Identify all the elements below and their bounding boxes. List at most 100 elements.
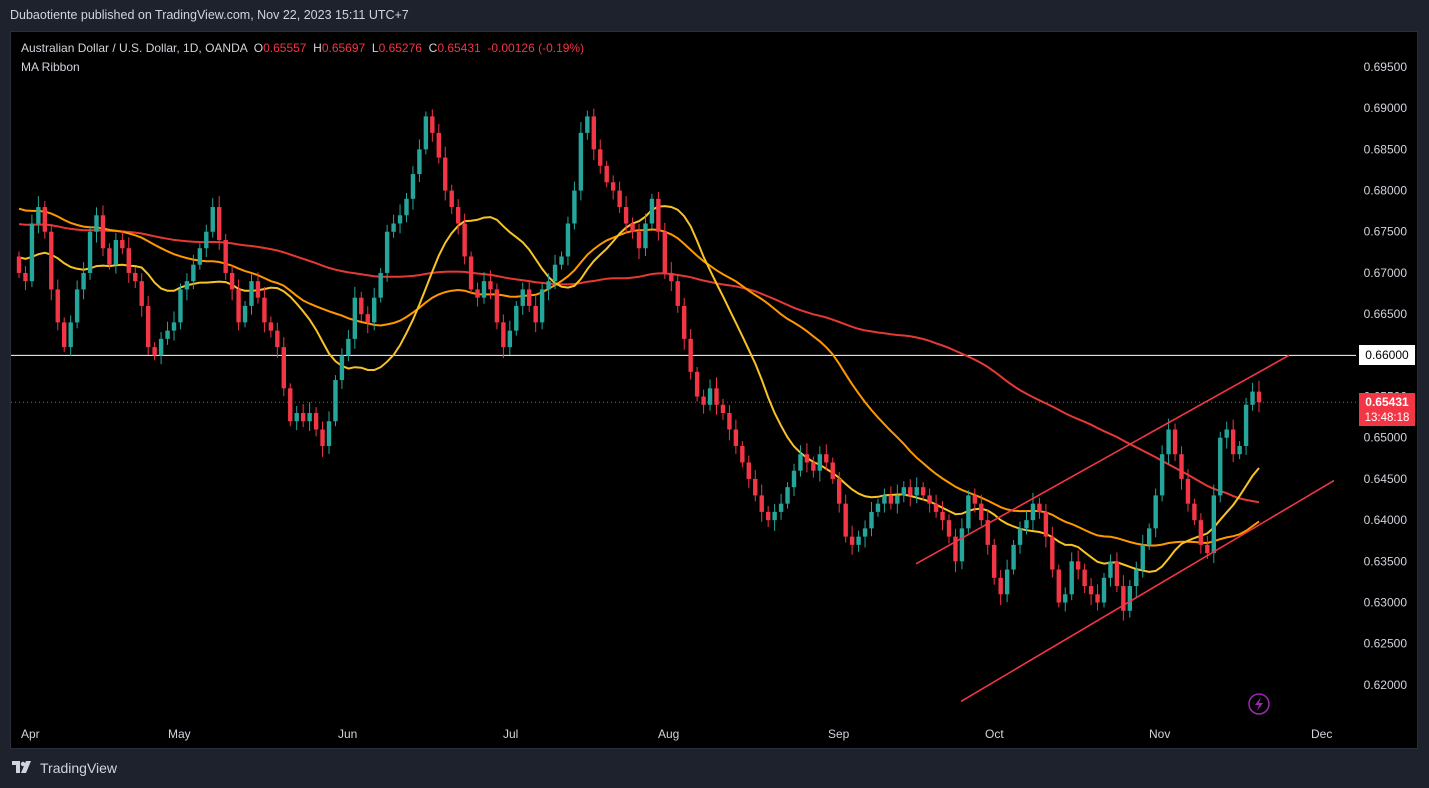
y-tick-label: 0.67500 [1364, 225, 1408, 239]
y-tick-label: 0.69500 [1364, 60, 1408, 74]
candle-body [623, 207, 629, 224]
candle-body [998, 577, 1003, 595]
candle-body [346, 338, 351, 356]
candle-body [462, 223, 467, 257]
price-chart[interactable]: 0.69500 0.69000 0.68500 0.68000 0.67500 0.670… [11, 32, 1418, 749]
candle-body [1114, 561, 1120, 587]
candle-body [649, 198, 655, 224]
candle-body [895, 495, 900, 504]
candle-body [707, 388, 713, 405]
candle-body [475, 289, 480, 298]
candle-body [811, 462, 816, 471]
chart-panel[interactable]: 0.69500 0.69000 0.68500 0.68000 0.67500 0.670… [10, 31, 1418, 749]
channel-lower-line[interactable] [960, 479, 1335, 703]
candle-body [1134, 569, 1139, 587]
candle-body [281, 347, 286, 389]
candle-body [946, 520, 952, 537]
candle-body [384, 231, 390, 273]
candle-body [972, 495, 978, 504]
candle-body [23, 272, 28, 282]
last-price-label: 0.65431 [1359, 393, 1415, 411]
candle-body [326, 421, 332, 446]
candle-body [178, 289, 183, 323]
brand-name: TradingView [40, 760, 118, 776]
candle-body [1004, 569, 1010, 595]
candle-body [1147, 528, 1152, 545]
candle-body [1140, 544, 1145, 570]
candle-body [94, 215, 99, 232]
x-tick-label: Sep [828, 727, 850, 741]
candle-body [966, 495, 971, 529]
candle-body [1063, 594, 1068, 603]
candle-body [339, 355, 345, 381]
lightning-icon[interactable] [1248, 693, 1270, 715]
candle-body [830, 462, 835, 479]
indicator-legend[interactable]: MA Ribbon [21, 60, 80, 74]
channel-upper-line[interactable] [915, 354, 1290, 565]
candle-body [578, 132, 584, 191]
candle-body [1243, 404, 1249, 446]
x-tick-label: May [168, 727, 191, 741]
candle-body [1108, 561, 1113, 578]
candle-body [656, 198, 661, 232]
candle-body [165, 330, 170, 339]
ma-slow-path [18, 223, 1260, 504]
candle-body [145, 305, 151, 348]
candle-body [29, 223, 35, 282]
y-axis: 0.69500 0.69000 0.68500 0.68000 0.67500 0.670… [1364, 60, 1408, 692]
trend-channel[interactable] [915, 354, 1335, 703]
candle-body [42, 207, 48, 232]
candle-body [1179, 454, 1184, 479]
candle-body [359, 297, 364, 315]
candle-body [307, 413, 312, 422]
candle-body [1237, 445, 1242, 455]
candle-body [1030, 503, 1036, 521]
candle-body [184, 281, 190, 290]
candle-body [572, 190, 577, 224]
candle-body [940, 511, 945, 521]
change-value: -0.00126 (-0.19%) [487, 41, 585, 55]
candle-body [1224, 429, 1229, 438]
candle-body [501, 322, 506, 348]
y-tick-label: 0.65000 [1364, 431, 1408, 445]
candle-body [217, 207, 222, 240]
candle-body [210, 207, 215, 232]
candle-body [837, 478, 842, 504]
candle-body [1101, 577, 1107, 603]
candle-body [488, 281, 493, 290]
candle-body [62, 322, 67, 348]
candle-body [849, 536, 855, 545]
y-tick-label: 0.62000 [1364, 678, 1408, 692]
close-label: C [428, 41, 438, 55]
x-tick-label: Aug [658, 727, 679, 741]
candle-body [249, 281, 254, 306]
candle-body [798, 454, 803, 471]
candle-body [791, 470, 797, 488]
candle-body [333, 380, 338, 422]
candle-body [759, 495, 764, 512]
open-value: 0.65557 [263, 41, 307, 55]
x-tick-label: Jul [503, 727, 518, 741]
candle-body [1050, 536, 1055, 570]
candle-body [559, 256, 564, 265]
candle-body [1153, 495, 1158, 529]
candle-body [191, 264, 196, 282]
candle-body [1088, 586, 1094, 595]
candle-body [617, 190, 622, 208]
footer-brand[interactable]: TradingView [12, 760, 117, 776]
candle-body [255, 281, 261, 298]
candle-body [875, 503, 881, 512]
candle-body [882, 495, 887, 504]
candle-body [275, 330, 280, 348]
candle-body [1024, 520, 1029, 529]
candle-body [236, 289, 241, 323]
candle-body [410, 174, 416, 199]
candle-body [901, 487, 906, 496]
candle-body [1256, 391, 1262, 403]
symbol-name[interactable]: Australian Dollar / U.S. Dollar, 1D, OAN… [21, 41, 248, 55]
candle-body [449, 190, 454, 208]
candle-body [598, 149, 603, 166]
candle-body [720, 404, 726, 414]
candle-body [268, 322, 274, 331]
candle-body [372, 297, 377, 323]
